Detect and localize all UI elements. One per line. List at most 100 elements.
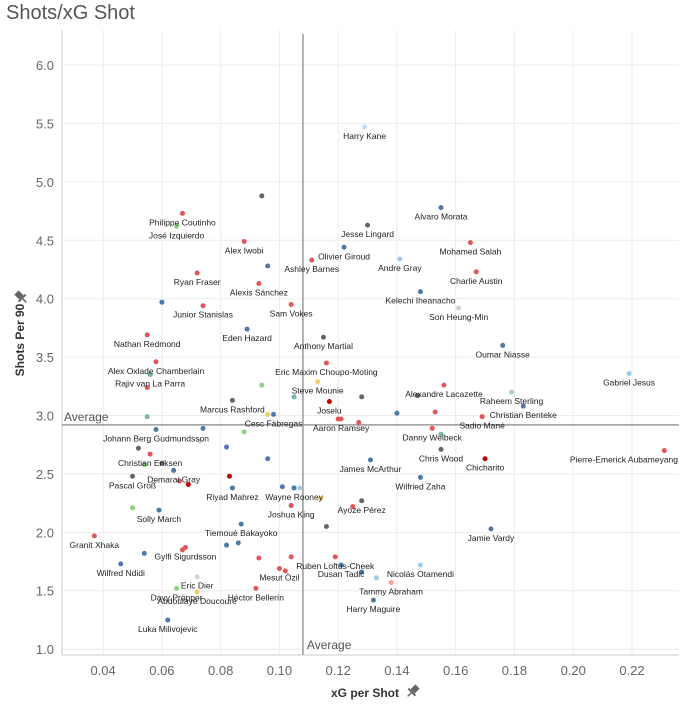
data-point[interactable] (438, 205, 444, 211)
data-point[interactable] (359, 569, 365, 575)
data-point[interactable] (365, 222, 371, 228)
data-point[interactable] (362, 124, 368, 130)
data-point[interactable] (456, 305, 462, 311)
data-point[interactable] (265, 456, 271, 462)
data-point[interactable] (288, 302, 294, 308)
data-point[interactable] (415, 393, 421, 399)
data-point[interactable] (144, 384, 150, 390)
data-point[interactable] (368, 457, 373, 463)
data-point[interactable] (350, 504, 356, 510)
data-point[interactable] (338, 562, 344, 568)
y-axis-pin-icon[interactable] (13, 289, 30, 306)
data-point[interactable] (229, 397, 235, 403)
data-point[interactable] (141, 550, 147, 556)
data-point[interactable] (200, 303, 206, 309)
data-point[interactable] (341, 244, 347, 250)
data-point[interactable] (323, 360, 329, 366)
data-point[interactable] (488, 526, 494, 532)
data-point[interactable] (91, 533, 97, 539)
data-point[interactable] (417, 474, 423, 480)
data-point[interactable] (482, 456, 488, 462)
data-point[interactable] (141, 462, 147, 468)
data-point[interactable] (256, 281, 262, 287)
data-point[interactable] (174, 223, 180, 229)
data-point[interactable] (626, 370, 632, 376)
data-point[interactable] (144, 414, 150, 420)
data-point[interactable] (182, 545, 188, 551)
data-point[interactable] (479, 414, 485, 420)
data-point[interactable] (276, 566, 282, 572)
data-point[interactable] (500, 342, 506, 348)
data-point[interactable] (338, 416, 344, 422)
data-point[interactable] (417, 562, 423, 568)
data-point[interactable] (326, 398, 332, 404)
data-point[interactable] (259, 382, 265, 388)
data-point[interactable] (315, 379, 321, 385)
data-point[interactable] (388, 580, 394, 586)
data-point[interactable] (224, 444, 230, 450)
data-point[interactable] (356, 420, 362, 426)
data-point[interactable] (332, 554, 338, 560)
data-point[interactable] (197, 438, 203, 444)
data-point[interactable] (159, 299, 165, 305)
data-point[interactable] (288, 502, 294, 508)
data-point[interactable] (171, 467, 177, 473)
data-point[interactable] (661, 448, 667, 454)
data-point[interactable] (320, 334, 326, 340)
data-point[interactable] (271, 411, 277, 417)
data-point[interactable] (226, 473, 232, 479)
data-point[interactable] (179, 210, 185, 216)
data-point[interactable] (370, 597, 376, 603)
data-point[interactable] (130, 505, 136, 511)
x-axis-pin-icon[interactable] (404, 683, 421, 700)
data-point[interactable] (417, 289, 423, 295)
data-point[interactable] (265, 263, 271, 269)
data-point[interactable] (156, 507, 162, 513)
data-point[interactable] (135, 445, 141, 451)
data-point[interactable] (288, 554, 294, 560)
data-point[interactable] (147, 451, 153, 457)
data-point[interactable] (279, 484, 285, 490)
data-point[interactable] (165, 617, 171, 623)
data-point[interactable] (473, 269, 479, 275)
data-point[interactable] (159, 460, 165, 466)
data-point[interactable] (265, 411, 271, 417)
data-point[interactable] (185, 481, 191, 487)
data-point[interactable] (373, 575, 379, 581)
data-point[interactable] (438, 431, 444, 437)
data-point[interactable] (229, 485, 235, 491)
data-point[interactable] (153, 359, 159, 365)
data-point[interactable] (291, 394, 297, 400)
data-point[interactable] (194, 270, 200, 276)
data-point[interactable] (359, 394, 365, 400)
data-point[interactable] (359, 498, 365, 504)
data-point[interactable] (441, 382, 447, 388)
data-point[interactable] (432, 409, 438, 415)
data-point[interactable] (259, 193, 265, 199)
data-point[interactable] (194, 589, 200, 595)
data-point[interactable] (253, 585, 259, 591)
data-point[interactable] (323, 523, 329, 529)
data-point[interactable] (291, 485, 297, 491)
data-point[interactable] (194, 574, 200, 580)
data-point[interactable] (520, 403, 526, 409)
data-point[interactable] (153, 427, 159, 433)
data-point[interactable] (318, 495, 324, 501)
data-point[interactable] (235, 540, 241, 546)
data-point[interactable] (397, 256, 403, 262)
data-point[interactable] (297, 485, 303, 491)
data-point[interactable] (224, 542, 230, 548)
data-point[interactable] (144, 332, 150, 338)
data-point[interactable] (282, 568, 288, 574)
data-point[interactable] (256, 555, 262, 561)
data-point[interactable] (394, 410, 400, 416)
data-point[interactable] (118, 561, 124, 567)
data-point[interactable] (467, 240, 473, 246)
data-point[interactable] (200, 425, 206, 431)
data-point[interactable] (309, 257, 315, 263)
data-point[interactable] (238, 521, 244, 527)
data-point[interactable] (509, 389, 515, 395)
data-point[interactable] (438, 446, 444, 452)
data-point[interactable] (429, 425, 435, 431)
data-point[interactable] (241, 238, 247, 244)
